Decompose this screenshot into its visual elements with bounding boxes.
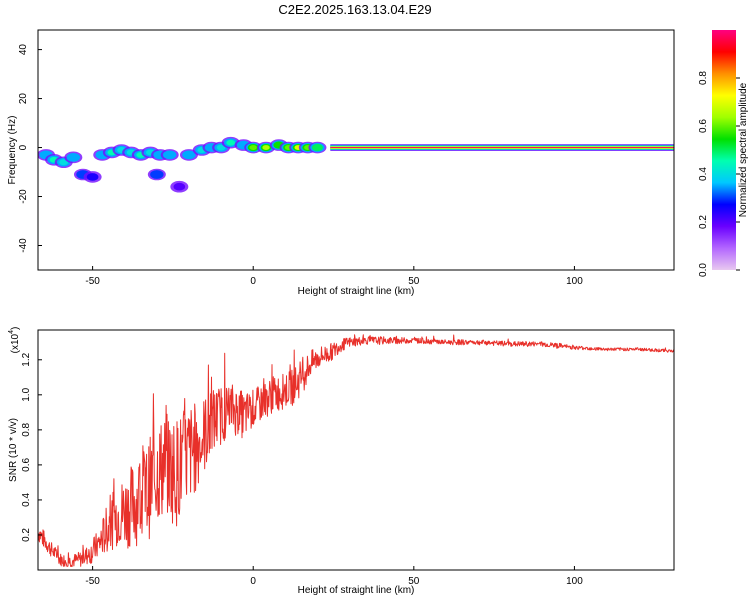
spectral-blob	[226, 139, 236, 146]
spectral-blob	[184, 151, 194, 158]
spectrogram-ytick-label: 40	[18, 44, 29, 56]
colorbar-tick-label: 0.6	[698, 119, 709, 133]
spectral-blob	[152, 171, 162, 178]
spectrogram-panel: -50 0 50 100 40 20 0 -20 -40 Height of straight …	[7, 29, 675, 297]
snr-ytick-label: 0.6	[21, 458, 32, 472]
snr-ylabel: SNR (10 * v/v)	[8, 418, 19, 482]
spectrogram-xtick-label: -50	[85, 276, 100, 287]
colorbar-tick-label: 0.0	[698, 263, 709, 277]
snr-ytick-label: 0.2	[21, 528, 32, 542]
chart-title: C2E2.2025.163.13.04.E29	[278, 2, 431, 17]
spectral-blob	[59, 159, 69, 166]
snr-xtick-label: 100	[566, 576, 583, 587]
spectrogram-ylabel: Frequency (Hz)	[7, 116, 18, 185]
spectrogram-ytick-label: 0	[18, 144, 29, 150]
spectrogram-xtick-label: 0	[250, 276, 256, 287]
colorbar-ticks: 0.0 0.2 0.4 0.6 0.8	[698, 71, 740, 277]
colorbar-gradient	[712, 30, 736, 270]
snr-ytick-label: 0.4	[21, 493, 32, 507]
colorbar-tick-label: 0.4	[698, 167, 709, 181]
svg-text:(x104): (x104)	[8, 327, 21, 354]
colorbar: 0.0 0.2 0.4 0.6 0.8 Normalized spectral ampl…	[698, 30, 749, 277]
snr-xtick-label: 50	[408, 576, 420, 587]
colorbar-tick-label: 0.8	[698, 71, 709, 85]
snr-xtick-label: -50	[85, 576, 100, 587]
colorbar-tick-label: 0.2	[698, 215, 709, 229]
colorbar-label: Normalized spectral amplitude	[738, 82, 749, 217]
snr-ytick-label: 0.8	[21, 422, 32, 436]
spectral-blob	[249, 145, 257, 151]
snr-ytick-label: 1.2	[21, 352, 32, 366]
spectrogram-ticks: -50 0 50 100 40 20 0 -20 -40	[18, 44, 583, 287]
snr-xtick-label: 0	[250, 576, 256, 587]
snr-scale-exponent: 4	[8, 330, 15, 334]
spectrogram-xtick-label: 100	[566, 276, 583, 287]
snr-line	[38, 334, 674, 567]
spectral-blob	[173, 182, 186, 191]
spectrogram-frame	[37, 29, 675, 271]
spectrogram-ytick-label: 20	[18, 93, 29, 105]
spectral-blob	[216, 144, 226, 151]
spectrogram-ytick-label: -40	[18, 238, 29, 253]
snr-scale-label: (x104)	[8, 327, 21, 354]
spectral-blob	[68, 154, 78, 161]
spectrogram-data	[38, 136, 674, 193]
snr-ticks: -50 0 50 100 0.2 0.4 0.6 0.8 1.0 1.2	[21, 352, 583, 587]
snr-scale-prefix: (x10	[10, 333, 21, 353]
spectral-blob	[313, 145, 322, 151]
spectrogram-xtick-label: 50	[408, 276, 420, 287]
snr-xlabel: Height of straight line (km)	[298, 585, 415, 596]
spectrogram-xlabel: Height of straight line (km)	[298, 286, 415, 297]
snr-ytick-label: 1.0	[21, 387, 32, 401]
spectral-blob	[262, 145, 270, 151]
snr-frame	[37, 329, 675, 571]
snr-panel: -50 0 50 100 0.2 0.4 0.6 0.8 1.0 1.2 Height of st…	[8, 327, 675, 596]
spectral-blob	[86, 173, 99, 181]
spectral-blob	[165, 151, 175, 158]
spectrogram-ytick-label: -20	[18, 189, 29, 204]
tone-band-layer	[330, 147, 674, 149]
